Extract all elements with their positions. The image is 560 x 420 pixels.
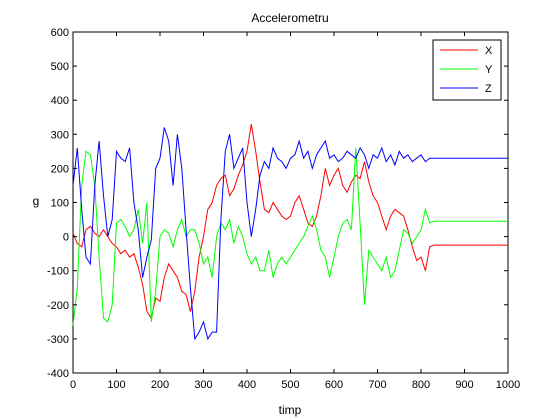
series-line-y: [72, 147, 508, 326]
legend-label-y: Y: [485, 64, 493, 76]
y-tick-label: 200: [51, 163, 69, 175]
x-tick-label: 400: [238, 379, 256, 391]
legend-label-x: X: [485, 45, 493, 57]
y-tick-label: 100: [51, 198, 69, 210]
y-axis-title: g: [33, 194, 40, 208]
x-axis: 0 100 200 300 400 500 600 700 800 900 1000: [70, 32, 520, 391]
y-tick-label: 0: [63, 232, 69, 244]
x-tick-label: 300: [194, 379, 212, 391]
x-tick-label: 1000: [496, 379, 520, 391]
y-tick-label: -300: [47, 334, 69, 346]
x-tick-label: 700: [368, 379, 386, 391]
y-tick-label: 400: [51, 95, 69, 107]
x-tick-label: 600: [325, 379, 343, 391]
x-tick-label: 900: [455, 379, 473, 391]
series-line-x: [72, 124, 508, 320]
legend-items: XYZ: [440, 45, 493, 95]
x-tick-label: 100: [107, 379, 125, 391]
legend-label-z: Z: [485, 83, 492, 95]
y-tick-label: -100: [47, 266, 69, 278]
y-tick-label: -400: [47, 368, 69, 380]
series-line-z: [72, 127, 508, 341]
x-tick-label: 500: [281, 379, 299, 391]
series-layer: [72, 124, 508, 341]
x-axis-title: timp: [279, 403, 302, 417]
y-tick-label: -200: [47, 300, 69, 312]
y-axis: -400 -300 -200 -100 0 100 200 300 400 500 600: [47, 27, 508, 380]
x-tick-label: 200: [151, 379, 169, 391]
legend: XYZ: [432, 39, 502, 101]
y-tick-label: 600: [51, 27, 69, 39]
x-tick-label: 800: [412, 379, 430, 391]
y-tick-label: 300: [51, 129, 69, 141]
chart-title: Accelerometru: [251, 11, 328, 25]
x-tick-label: 0: [70, 379, 76, 391]
y-tick-label: 500: [51, 61, 69, 73]
